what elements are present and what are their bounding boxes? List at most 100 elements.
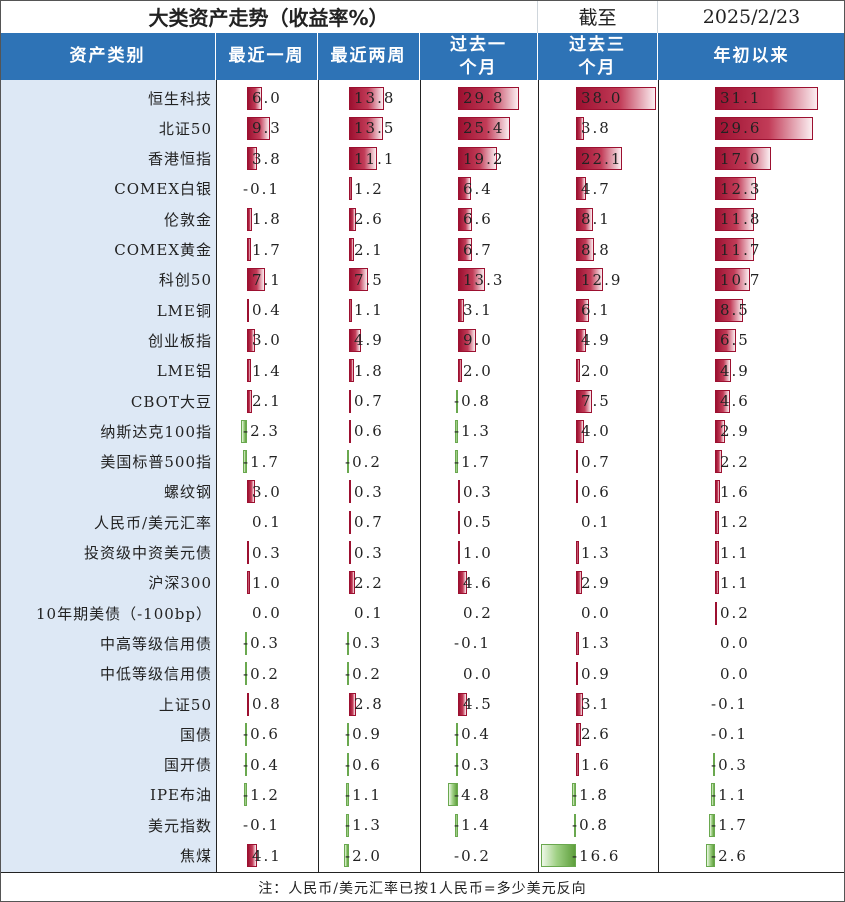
value-week1: 0.3 [252, 543, 282, 562]
bar-ytd [715, 541, 719, 564]
asset-label: 纳斯达克100指 [100, 422, 212, 441]
header-week2: 最近两周 [318, 33, 420, 80]
value-month1: 1.0 [463, 543, 493, 562]
bar-ytd [715, 207, 754, 231]
value-week2: 1.8 [354, 361, 384, 380]
value-month1: 6.7 [463, 240, 493, 259]
bar-ytd [706, 844, 715, 867]
asset-label: 人民币/美元汇率 [93, 513, 212, 532]
value-ytd: -0.1 [711, 725, 748, 744]
value-ytd: -1.7 [711, 816, 748, 835]
value-week2: 13.5 [354, 119, 396, 138]
footnote: 注：人民币/美元汇率已按1人民币=多少美元反向 [0, 872, 845, 902]
bar-week1 [247, 268, 265, 292]
asset-label: LME铜 [156, 301, 212, 320]
value-week1: -0.1 [243, 179, 280, 198]
bar-week1 [247, 116, 271, 140]
bar-month1 [456, 753, 458, 777]
asset-label: 香港恒指 [147, 150, 212, 169]
bar-week2 [349, 268, 368, 292]
bar-month1 [458, 177, 472, 201]
bar-month3 [576, 692, 583, 716]
value-week1: 0.8 [252, 695, 282, 713]
value-month3: 12.9 [581, 270, 623, 289]
value-month3: 2.6 [581, 725, 611, 744]
asset-label: 中低等级信用债 [99, 665, 212, 684]
asset-label: 上证50 [158, 695, 212, 714]
bar-month1 [454, 450, 458, 474]
value-month1: 13.3 [463, 270, 505, 289]
value-month3: 4.9 [581, 331, 611, 350]
value-week2: -0.6 [345, 755, 382, 774]
value-week1: -0.3 [243, 634, 280, 653]
value-month1: -1.3 [454, 422, 491, 441]
bar-ytd [715, 510, 719, 534]
bar-week1 [244, 783, 247, 807]
value-week1: 1.8 [252, 210, 282, 229]
value-ytd: 11.8 [720, 210, 762, 229]
bar-month1 [458, 86, 520, 110]
value-month3: 7.5 [581, 392, 611, 410]
value-week1: -0.4 [243, 755, 280, 774]
bar-month3 [576, 328, 587, 352]
value-month1: -1.7 [454, 452, 491, 471]
value-week1: 3.0 [252, 331, 282, 350]
value-month3: 38.0 [581, 89, 623, 107]
asset-label: 螺纹钢 [163, 483, 212, 502]
value-ytd: 2.9 [720, 422, 750, 441]
bar-month3 [576, 541, 579, 564]
asset-label: COMEX黄金 [114, 241, 212, 259]
value-week1: -1.7 [243, 452, 280, 471]
bar-month3 [576, 389, 592, 413]
bar-month1 [458, 207, 472, 231]
asset-label: 国开债 [163, 756, 212, 775]
value-week2: -1.1 [345, 785, 382, 804]
asset-label: 中高等级信用债 [99, 634, 212, 653]
bar-week2 [349, 510, 351, 534]
value-month3: -0.8 [572, 816, 609, 835]
value-ytd: -1.1 [711, 785, 748, 804]
bar-week2 [349, 116, 383, 140]
bar-week1 [247, 541, 249, 564]
bar-ytd [709, 813, 715, 837]
bar-week2 [349, 419, 351, 443]
asset-label: 北证50 [158, 119, 212, 138]
bar-ytd [713, 753, 715, 777]
bar-month3 [576, 359, 581, 383]
header-ytd: 年初以来 [713, 46, 790, 66]
value-week1: 4.1 [252, 846, 282, 865]
bar-month3 [576, 147, 623, 171]
value-week2: 0.6 [354, 422, 384, 441]
bar-week2 [349, 177, 352, 201]
bar-month3 [576, 177, 586, 201]
asset-label: 创业板指 [147, 331, 212, 350]
bar-month3 [574, 813, 576, 837]
value-month1: 25.4 [463, 119, 505, 138]
bar-week2 [349, 389, 351, 413]
asset-label: 恒生科技 [147, 89, 212, 108]
value-ytd: 1.2 [720, 513, 750, 532]
bar-month3 [576, 662, 578, 686]
header-month1: 过去一个月 [420, 33, 538, 80]
bar-month3 [576, 753, 580, 777]
value-week2: 0.7 [354, 392, 384, 410]
value-month1: 6.4 [463, 179, 493, 198]
value-ytd: 17.0 [720, 149, 762, 168]
value-week1: -0.2 [243, 664, 280, 683]
asset-label: 沪深300 [148, 574, 212, 593]
asset-label: 10年期美债（-100bp） [36, 604, 212, 623]
value-ytd: 6.5 [720, 331, 750, 350]
asset-label: COMEX白银 [114, 180, 212, 199]
value-ytd: 2.2 [720, 452, 750, 471]
value-month1: 4.5 [463, 695, 493, 713]
value-week1: 3.8 [252, 149, 282, 168]
bar-week1 [245, 662, 247, 686]
value-week2: -0.9 [345, 725, 382, 744]
bar-week2 [349, 480, 351, 504]
asset-label: IPE布油 [150, 786, 212, 805]
value-week1: -0.6 [243, 725, 280, 744]
asset-label: 投资级中资美元债 [83, 544, 212, 562]
value-month1: -0.4 [454, 725, 491, 744]
bar-month3 [576, 86, 656, 110]
bar-week2 [347, 662, 349, 686]
